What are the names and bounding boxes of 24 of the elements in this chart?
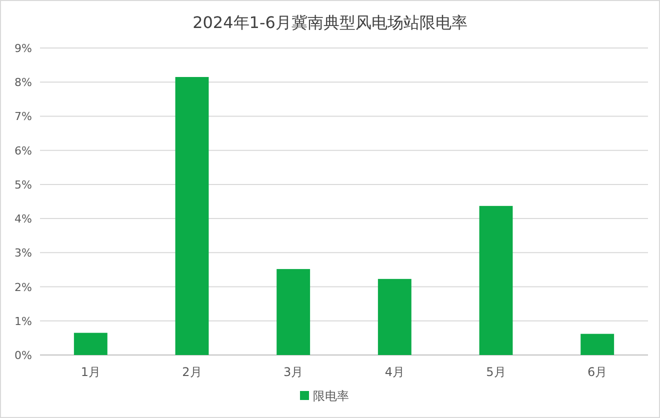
x-tick-label: 2月 [182,365,202,379]
bar [276,269,310,355]
y-tick-label: 6% [14,144,32,158]
y-tick-label: 1% [14,314,32,328]
x-tick-label: 5月 [486,365,506,379]
bar [175,76,209,355]
bar [580,334,614,355]
y-tick-label: 9% [14,42,32,55]
x-tick-label: 1月 [80,365,100,379]
x-tick-label: 4月 [384,365,404,379]
y-tick-label: 5% [14,178,32,192]
y-tick-label: 2% [14,280,32,294]
bar [378,278,412,355]
y-tick-label: 0% [14,349,32,362]
y-tick-label: 4% [14,212,32,226]
x-tick-label: 3月 [284,365,304,379]
bar [479,206,513,355]
chart-title: 2024年1-6月冀南典型风电场站限电率 [192,13,468,32]
y-tick-label: 3% [14,246,32,260]
legend-label: 限电率 [313,389,349,403]
x-tick-label: 6月 [588,365,608,379]
bar [74,332,108,355]
y-tick-label: 8% [14,76,32,90]
y-tick-label: 7% [14,110,32,124]
